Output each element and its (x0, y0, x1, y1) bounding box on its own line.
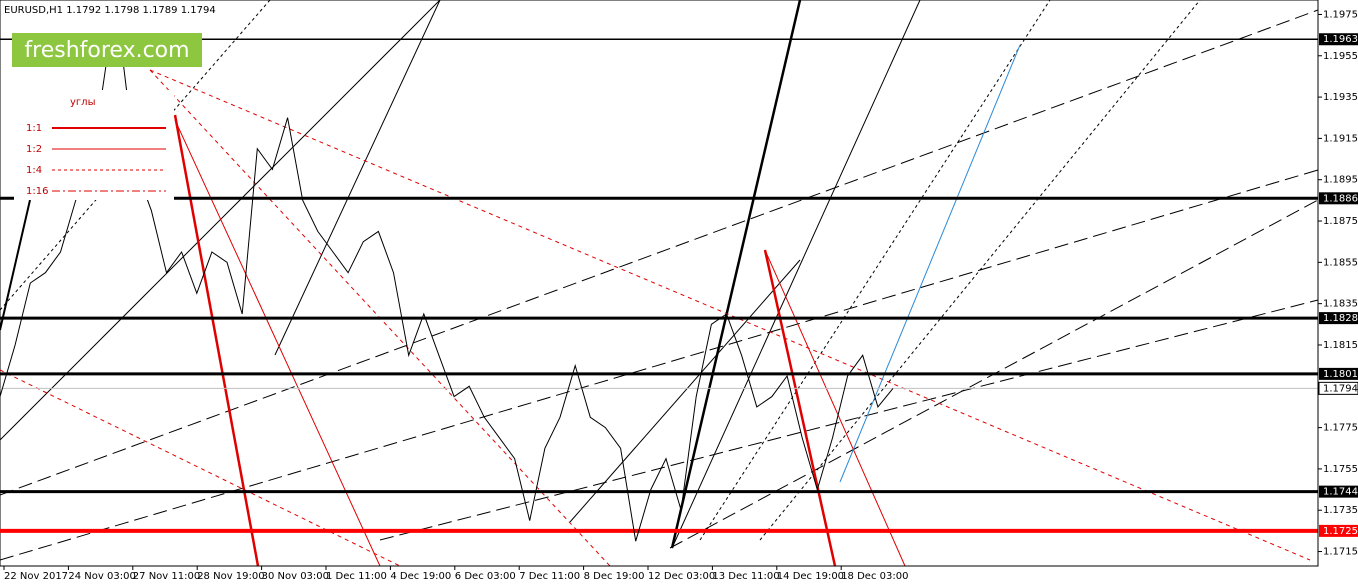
legend: 1:1 1:2 1:4 1:16 (26, 123, 166, 197)
trend-line (671, 0, 921, 549)
level-label-bg (1319, 33, 1358, 46)
x-tick-label: 8 Dec 19:00 (584, 571, 645, 582)
trend-line (0, 199, 31, 331)
level-label: 1.1725 (1323, 526, 1358, 537)
trend-line (274, 0, 441, 356)
y-tick-label: 1.1915 (1323, 133, 1358, 144)
x-tick-label: 24 Nov 03:00 (68, 571, 135, 582)
y-tick-label: 1.1755 (1323, 464, 1358, 475)
price-line (0, 44, 894, 542)
x-tick-label: 14 Dec 19:00 (777, 571, 844, 582)
trend-line (379, 299, 1319, 541)
level-label: 1.1801 (1323, 369, 1358, 380)
y-tick-label: 1.1895 (1323, 175, 1358, 186)
plot-frame (0, 0, 1319, 567)
level-label-bg (1319, 485, 1358, 498)
price-axis-bg (1318, 0, 1358, 566)
y-tick-label: 1.1715 (1323, 547, 1358, 558)
trend-line (0, 369, 401, 567)
x-tick-label: 30 Nov 03:00 (262, 571, 329, 582)
trend-line (699, 0, 1051, 541)
legend-title: углы (70, 97, 95, 108)
y-tick-label: 1.1875 (1323, 216, 1358, 227)
trend-line (670, 0, 802, 549)
chart-title: EURUSD,H1 1.1792 1.1798 1.1789 1.1794 (4, 5, 216, 16)
y-tick-label: 1.1855 (1323, 257, 1358, 268)
level-label-bg (1319, 312, 1358, 325)
trend-line (839, 44, 1021, 483)
trend-line (569, 259, 801, 523)
logo-bg (12, 33, 202, 67)
y-tick-label: 1.1815 (1323, 340, 1358, 351)
y-tick-label: 1.1735 (1323, 505, 1358, 516)
level-label: 1.1744 (1323, 487, 1358, 498)
y-tick-label: 1.1835 (1323, 299, 1358, 310)
axis-labels: 1.1975 1.1955 1.1935 1.1915 1.1895 1.1875 1.18… (3, 9, 1358, 582)
level-label: 1.1828 (1323, 313, 1358, 324)
price (0, 44, 894, 542)
legend-label: 1:2 (26, 144, 42, 155)
trend-line (0, 0, 441, 441)
logo: freshforex.com (24, 38, 189, 63)
x-tick-label: 27 Nov 11:00 (133, 571, 200, 582)
level-label: 1.1886 (1323, 193, 1358, 204)
x-tick-label: 4 Dec 19:00 (390, 571, 451, 582)
x-tick-label: 22 Nov 2017 (4, 571, 68, 582)
trend-line (0, 9, 1319, 496)
trend-line (764, 249, 906, 567)
legend-label: 1:1 (26, 123, 42, 134)
legend-label: 1:4 (26, 165, 42, 176)
levels (0, 38, 1318, 533)
trend-line (149, 69, 1311, 561)
y-tick-label: 1.1955 (1323, 51, 1358, 62)
x-tick-label: 12 Dec 03:00 (648, 571, 715, 582)
x-tick-label: 7 Dec 11:00 (519, 571, 580, 582)
x-tick-label: 28 Nov 19:00 (197, 571, 264, 582)
x-tick-label: 13 Dec 11:00 (712, 571, 779, 582)
trend-line (763, 249, 837, 567)
level-label-bg (1319, 367, 1358, 380)
y-tick-label: 1.1935 (1323, 92, 1358, 103)
level-label: 1.1794 (1323, 383, 1358, 394)
level-label-bg (1319, 192, 1358, 205)
level-label-bg (1319, 524, 1358, 537)
y-tick-label: 1.1775 (1323, 423, 1358, 434)
level-label-bg (1318, 381, 1358, 395)
x-tick-label: 18 Dec 03:00 (841, 571, 908, 582)
legend-bg (14, 90, 174, 200)
y-tick-label: 1.1975 (1323, 9, 1358, 20)
x-tick-label: 6 Dec 03:00 (455, 571, 516, 582)
legend-label: 1:16 (26, 186, 48, 197)
level-label: 1.1963 (1323, 34, 1358, 45)
trend-line (759, 0, 1201, 541)
x-tick-label: 1 Dec 11:00 (326, 571, 387, 582)
trend-line (0, 169, 1319, 561)
